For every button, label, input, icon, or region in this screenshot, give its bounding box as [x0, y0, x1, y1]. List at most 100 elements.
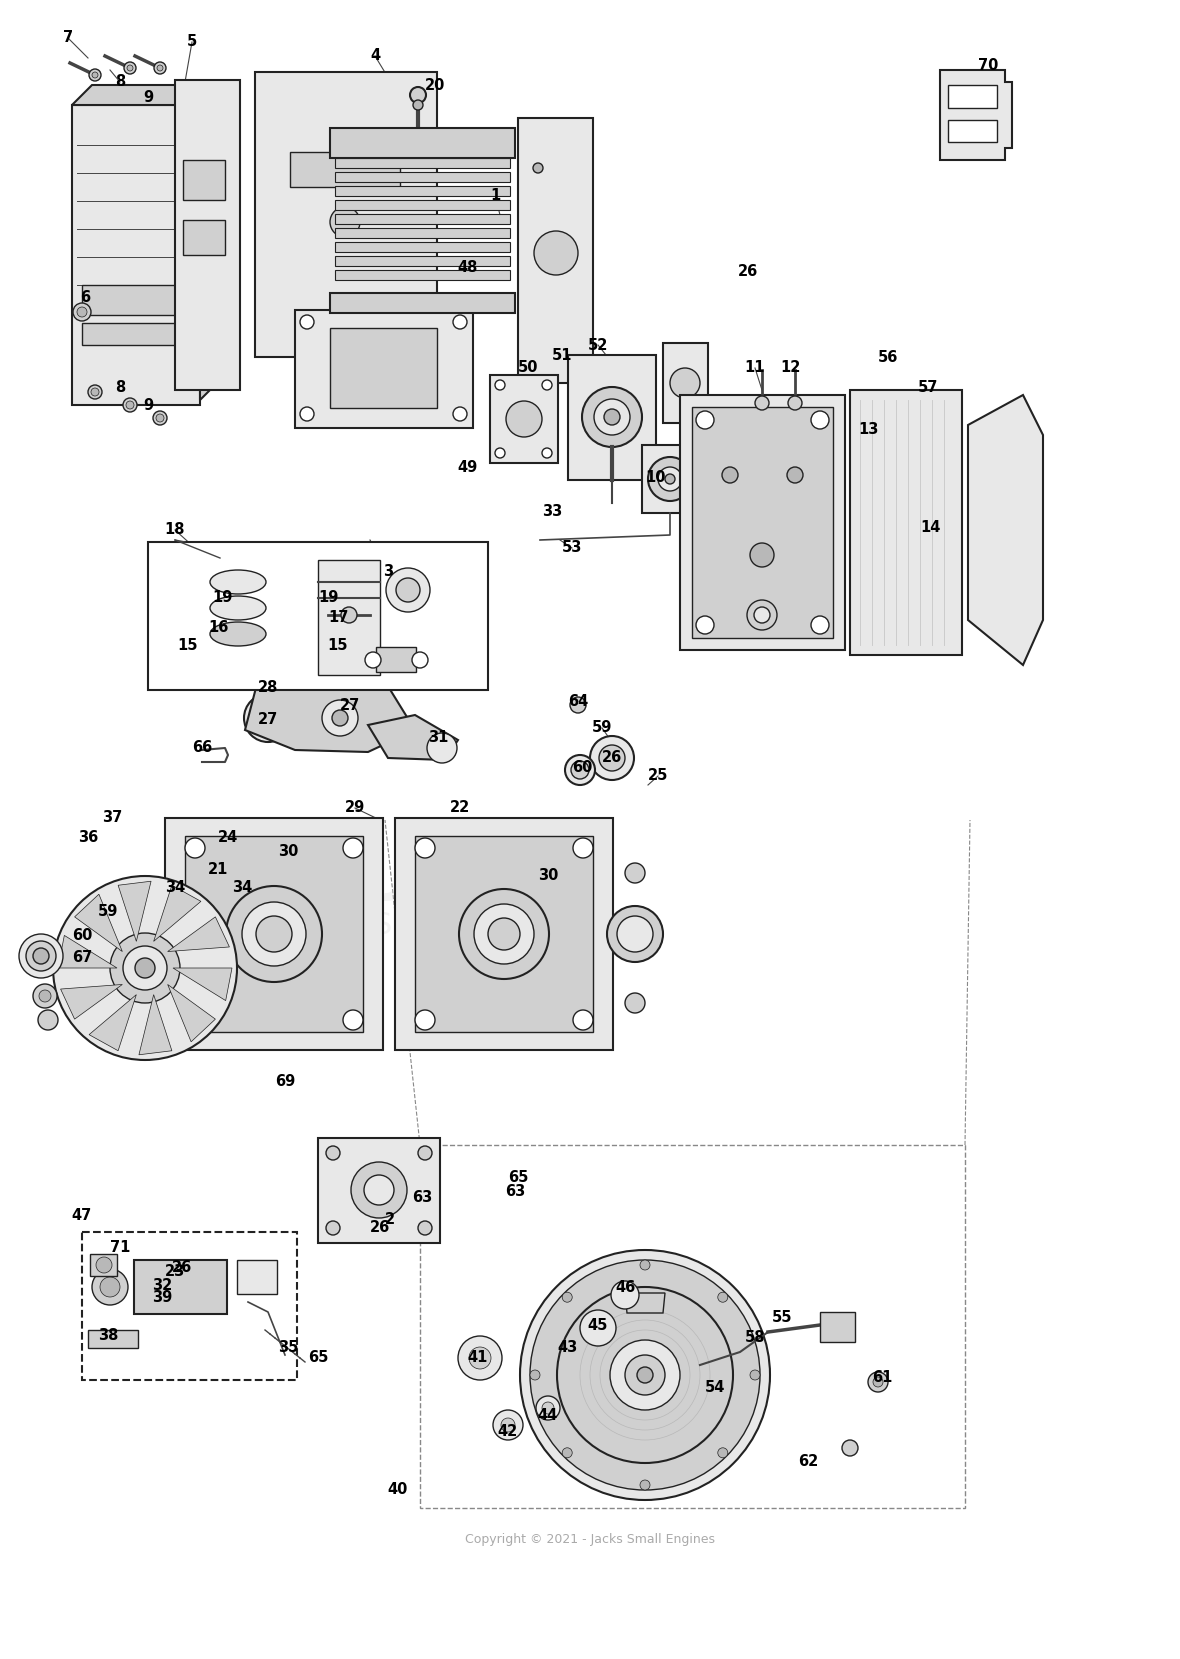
Text: 30: 30	[277, 844, 299, 859]
Polygon shape	[173, 967, 232, 1000]
Circle shape	[536, 1395, 560, 1420]
Circle shape	[542, 380, 552, 390]
Text: 23: 23	[165, 1264, 185, 1279]
Polygon shape	[335, 255, 510, 265]
Text: 71: 71	[110, 1241, 130, 1256]
Circle shape	[459, 889, 549, 979]
Circle shape	[717, 1448, 728, 1458]
Text: 26: 26	[738, 264, 758, 279]
Circle shape	[409, 86, 426, 103]
Text: 55: 55	[772, 1311, 792, 1326]
Circle shape	[722, 466, 738, 483]
Circle shape	[565, 755, 595, 785]
Text: 35: 35	[277, 1340, 299, 1355]
Circle shape	[640, 1480, 650, 1490]
Polygon shape	[395, 818, 612, 1050]
Text: 59: 59	[592, 720, 612, 735]
Text: 2: 2	[385, 1213, 395, 1228]
Circle shape	[502, 1418, 514, 1432]
Text: 39: 39	[152, 1291, 172, 1306]
Circle shape	[637, 1367, 653, 1384]
Circle shape	[468, 1347, 491, 1369]
Circle shape	[542, 1402, 553, 1413]
Circle shape	[157, 65, 163, 71]
Circle shape	[418, 1146, 432, 1160]
Polygon shape	[335, 242, 510, 252]
Text: 60: 60	[72, 927, 92, 942]
Text: 26: 26	[602, 750, 622, 765]
Circle shape	[244, 693, 291, 742]
Polygon shape	[74, 894, 123, 952]
Polygon shape	[663, 343, 708, 423]
Circle shape	[747, 601, 776, 630]
Text: 43: 43	[558, 1340, 578, 1355]
Text: 1: 1	[490, 187, 500, 202]
Polygon shape	[165, 818, 384, 1050]
Polygon shape	[88, 1331, 138, 1349]
Circle shape	[750, 1370, 760, 1380]
Circle shape	[256, 916, 291, 952]
Polygon shape	[139, 995, 172, 1055]
Text: 18: 18	[165, 523, 185, 538]
Text: 16: 16	[208, 620, 228, 635]
Circle shape	[135, 957, 155, 979]
Text: 17: 17	[328, 611, 348, 625]
Circle shape	[326, 1146, 340, 1160]
Text: 51: 51	[552, 347, 572, 363]
Text: 62: 62	[798, 1455, 818, 1470]
Text: 4: 4	[371, 48, 380, 63]
Circle shape	[256, 675, 280, 700]
Circle shape	[92, 71, 98, 78]
Text: 26: 26	[172, 1261, 192, 1276]
Polygon shape	[199, 85, 219, 400]
Polygon shape	[335, 214, 510, 224]
Text: 37: 37	[101, 811, 122, 826]
Text: 61: 61	[872, 1370, 892, 1385]
Circle shape	[666, 474, 675, 484]
Polygon shape	[58, 936, 117, 967]
Circle shape	[326, 1221, 340, 1234]
Text: 60: 60	[572, 760, 592, 775]
Circle shape	[542, 448, 552, 458]
Text: 27: 27	[340, 697, 360, 712]
Polygon shape	[625, 1292, 666, 1312]
Polygon shape	[335, 186, 510, 196]
Text: 22: 22	[450, 801, 470, 816]
Polygon shape	[153, 886, 201, 941]
Polygon shape	[88, 995, 137, 1050]
Text: 14: 14	[920, 521, 940, 536]
Circle shape	[494, 448, 505, 458]
Text: 46: 46	[615, 1281, 635, 1296]
Circle shape	[300, 406, 314, 421]
Circle shape	[53, 876, 237, 1060]
Text: 12: 12	[780, 360, 800, 375]
Polygon shape	[317, 1138, 440, 1243]
Polygon shape	[317, 561, 380, 675]
Polygon shape	[940, 70, 1012, 159]
Text: 53: 53	[562, 541, 582, 556]
Polygon shape	[335, 201, 510, 211]
Ellipse shape	[210, 596, 266, 620]
Circle shape	[345, 684, 392, 732]
Circle shape	[573, 838, 594, 858]
Polygon shape	[376, 647, 417, 672]
Circle shape	[412, 652, 428, 669]
Text: 29: 29	[345, 801, 365, 816]
Text: 58: 58	[745, 1331, 766, 1345]
Circle shape	[843, 1440, 858, 1457]
Circle shape	[343, 838, 363, 858]
Text: 5: 5	[186, 35, 197, 50]
Circle shape	[262, 712, 274, 723]
Circle shape	[811, 411, 830, 430]
Circle shape	[696, 615, 714, 634]
Circle shape	[530, 1370, 540, 1380]
Circle shape	[571, 761, 589, 780]
Polygon shape	[335, 158, 510, 168]
Circle shape	[26, 941, 55, 971]
Circle shape	[354, 693, 382, 722]
Circle shape	[124, 61, 136, 75]
Circle shape	[88, 70, 101, 81]
Text: 47: 47	[72, 1208, 92, 1223]
Text: 11: 11	[745, 360, 766, 375]
Polygon shape	[335, 270, 510, 280]
